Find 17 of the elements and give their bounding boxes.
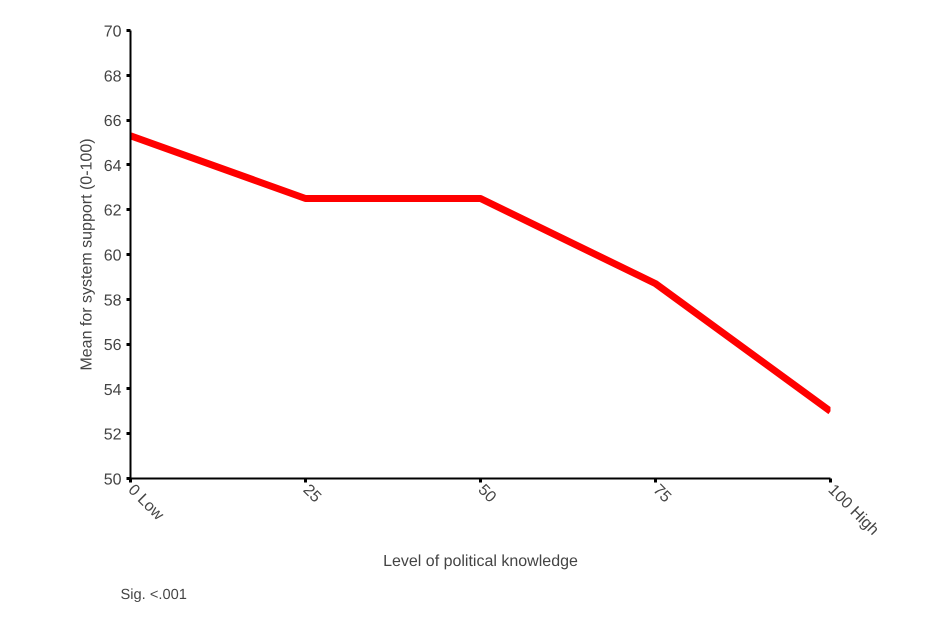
y-axis-title: Mean for system support (0-100) (78, 138, 96, 371)
y-tick-label: 60 (104, 248, 122, 264)
y-tick-label: 62 (104, 202, 122, 220)
y-tick-label: 54 (104, 382, 122, 399)
x-tick-label: 0 Low (124, 481, 168, 524)
y-tick-label: 56 (104, 337, 122, 354)
text: Sig. <.001 (120, 587, 187, 603)
y-tick-label: 52 (104, 426, 122, 444)
x-tick-label: 25 (299, 481, 324, 506)
x-axis-title: Level of political knowledge (383, 552, 578, 570)
y-tick-label: 66 (104, 113, 122, 130)
y-tick-label: 64 (104, 158, 122, 175)
y-tick-label: 70 (104, 24, 122, 40)
x-tick-label: 50 (474, 481, 500, 506)
y-tick-label: 58 (104, 292, 122, 310)
x-tick-label: 75 (649, 481, 674, 506)
y-tick-label: 68 (104, 68, 122, 86)
